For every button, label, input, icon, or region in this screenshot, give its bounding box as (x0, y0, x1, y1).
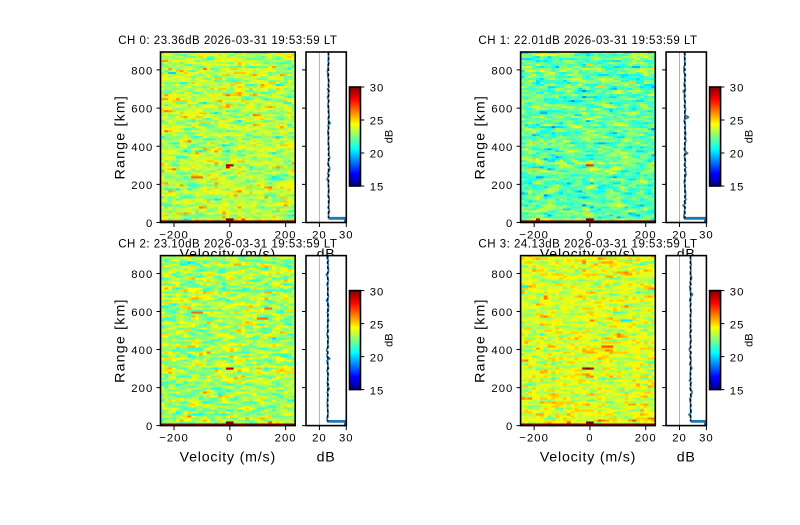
svg-text:−200: −200 (519, 229, 549, 241)
svg-text:0: 0 (506, 421, 513, 433)
svg-text:25: 25 (370, 116, 385, 128)
svg-text:dB: dB (384, 130, 396, 143)
svg-text:20: 20 (370, 352, 385, 364)
svg-text:30: 30 (370, 286, 385, 298)
svg-text:20: 20 (672, 432, 687, 444)
svg-text:400: 400 (131, 345, 153, 357)
svg-text:200: 200 (275, 432, 297, 444)
svg-text:20: 20 (312, 229, 327, 241)
svg-text:20: 20 (370, 149, 385, 161)
svg-text:20: 20 (312, 432, 327, 444)
svg-text:30: 30 (730, 286, 745, 298)
svg-text:25: 25 (730, 319, 745, 331)
svg-text:800: 800 (131, 269, 153, 281)
svg-text:400: 400 (491, 142, 513, 154)
svg-text:600: 600 (491, 104, 513, 116)
svg-text:15: 15 (730, 385, 745, 397)
svg-text:600: 600 (491, 307, 513, 319)
svg-text:CH 0: 23.36dB 2026-03-31 19:53: CH 0: 23.36dB 2026-03-31 19:53:59 LT (118, 35, 337, 47)
svg-text:CH 2: 23.10dB 2026-03-31 19:53: CH 2: 23.10dB 2026-03-31 19:53:59 LT (118, 239, 337, 251)
svg-text:600: 600 (131, 307, 153, 319)
svg-text:20: 20 (672, 229, 687, 241)
svg-text:−200: −200 (159, 229, 189, 241)
svg-text:200: 200 (635, 432, 657, 444)
svg-text:30: 30 (339, 432, 354, 444)
svg-text:30: 30 (699, 229, 714, 241)
svg-text:200: 200 (275, 229, 297, 241)
svg-text:200: 200 (635, 229, 657, 241)
svg-text:−200: −200 (519, 432, 549, 444)
svg-text:800: 800 (491, 269, 513, 281)
svg-text:25: 25 (370, 319, 385, 331)
svg-text:800: 800 (491, 66, 513, 78)
svg-text:200: 200 (131, 383, 153, 395)
svg-text:CH 3: 24.13dB 2026-03-31 19:53: CH 3: 24.13dB 2026-03-31 19:53:59 LT (478, 239, 697, 251)
svg-text:30: 30 (699, 432, 714, 444)
svg-text:0: 0 (586, 432, 593, 444)
svg-text:dB: dB (744, 130, 756, 143)
svg-text:dB: dB (384, 333, 396, 346)
svg-text:30: 30 (730, 83, 745, 95)
svg-text:dB: dB (744, 333, 756, 346)
svg-text:20: 20 (730, 149, 745, 161)
svg-text:600: 600 (131, 104, 153, 116)
svg-text:25: 25 (730, 116, 745, 128)
svg-text:15: 15 (370, 182, 385, 194)
svg-text:200: 200 (131, 180, 153, 192)
svg-text:Range [km]: Range [km] (472, 298, 488, 383)
svg-text:0: 0 (506, 218, 513, 230)
svg-text:0: 0 (226, 432, 233, 444)
svg-text:0: 0 (586, 229, 593, 241)
svg-text:Range [km]: Range [km] (472, 95, 488, 180)
svg-text:30: 30 (370, 83, 385, 95)
svg-text:20: 20 (730, 352, 745, 364)
svg-text:200: 200 (491, 180, 513, 192)
svg-text:Range [km]: Range [km] (112, 95, 128, 180)
svg-text:0: 0 (146, 421, 153, 433)
svg-text:200: 200 (491, 383, 513, 395)
svg-text:0: 0 (146, 218, 153, 230)
svg-text:Range [km]: Range [km] (112, 298, 128, 383)
svg-text:Velocity (m/s): Velocity (m/s) (180, 449, 276, 465)
svg-text:−200: −200 (159, 432, 189, 444)
svg-text:CH 1: 22.01dB 2026-03-31 19:53: CH 1: 22.01dB 2026-03-31 19:53:59 LT (478, 35, 697, 47)
svg-text:Velocity (m/s): Velocity (m/s) (540, 449, 636, 465)
svg-text:0: 0 (226, 229, 233, 241)
svg-text:15: 15 (370, 385, 385, 397)
svg-text:30: 30 (339, 229, 354, 241)
svg-text:800: 800 (131, 66, 153, 78)
svg-text:400: 400 (491, 345, 513, 357)
svg-text:dB: dB (677, 449, 696, 465)
svg-text:dB: dB (317, 449, 336, 465)
svg-text:400: 400 (131, 142, 153, 154)
svg-text:15: 15 (730, 182, 745, 194)
